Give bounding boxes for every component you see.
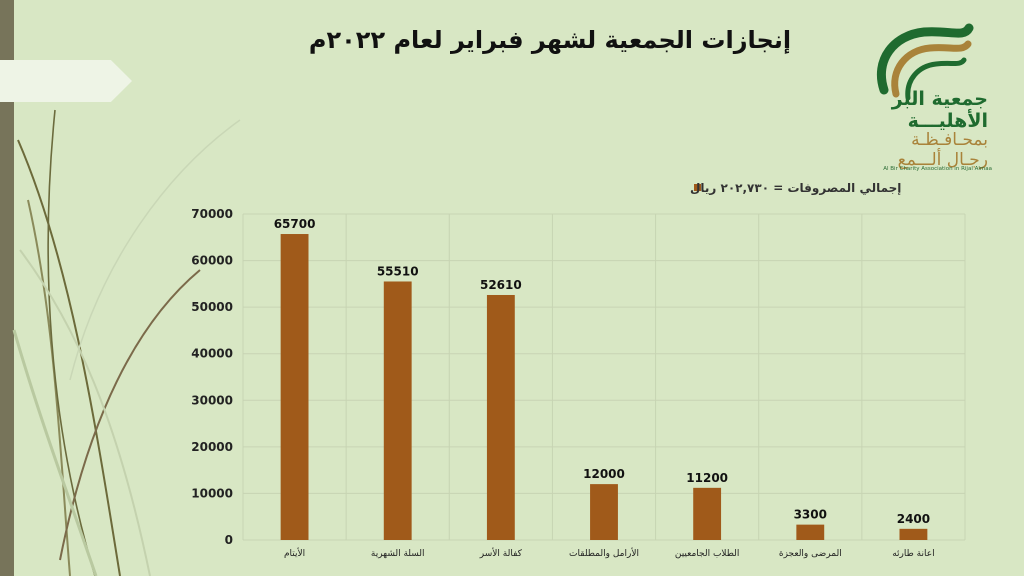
y-tick-label: 40000: [191, 347, 233, 361]
data-label: 12000: [583, 467, 625, 481]
bar: [899, 528, 928, 540]
y-tick-label: 50000: [191, 300, 233, 314]
y-tick-label: 0: [225, 533, 233, 547]
logo-line-1: جمعية البر: [891, 88, 988, 110]
logo-english-name: Al Bir Charity Association in Rijal Alma…: [883, 166, 992, 172]
x-tick-label: المرضى والعجزة: [779, 549, 842, 559]
grass-decoration: [12, 109, 241, 576]
data-label: 11200: [686, 471, 728, 485]
x-tick-label: الأرامل والمطلقات: [569, 547, 639, 559]
slide-title: إنجازات الجمعية لشهر فبراير لعام ٢٠٢٢م: [308, 26, 792, 54]
data-label: 52610: [480, 278, 522, 292]
logo-line-3: بمحـافـظـة: [911, 130, 988, 150]
logo-line-4: رجـال ألـــمع: [897, 150, 988, 170]
y-tick-label: 10000: [191, 486, 233, 500]
x-tick-label: الطلاب الجامعيين: [675, 549, 740, 559]
logo-emblem-icon: [876, 23, 974, 100]
bar: [280, 234, 309, 541]
logo-line-2: الأهليـــة: [907, 110, 988, 132]
y-tick-label: 30000: [191, 393, 233, 407]
x-tick-label: الأيتام: [284, 547, 305, 559]
bar: [383, 281, 412, 540]
bar: [693, 487, 722, 540]
left-accent-bar: [0, 0, 14, 576]
arrow-tab-decoration: [0, 60, 132, 102]
x-tick-label: السلة الشهرية: [371, 549, 425, 559]
legend-label: إجمالي المصروفات = ٢٠٢,٧٣٠ ريال: [690, 181, 901, 196]
legend-swatch: [694, 184, 701, 191]
data-label: 2400: [897, 512, 930, 526]
data-label: 55510: [377, 264, 419, 278]
x-tick-label: اعانة طارئه: [892, 549, 934, 559]
data-label: 65700: [274, 217, 316, 231]
x-tick-label: كفالة الأسر: [479, 547, 523, 559]
bar: [486, 294, 515, 540]
y-tick-label: 20000: [191, 440, 233, 454]
association-logo: جمعية البر الأهليـــة بمحـافـظـة رجـال أ…: [864, 20, 994, 175]
bar: [796, 524, 825, 540]
bar: [590, 484, 618, 540]
y-tick-label: 60000: [191, 254, 233, 268]
data-label: 3300: [794, 508, 827, 522]
y-tick-label: 70000: [191, 207, 233, 221]
